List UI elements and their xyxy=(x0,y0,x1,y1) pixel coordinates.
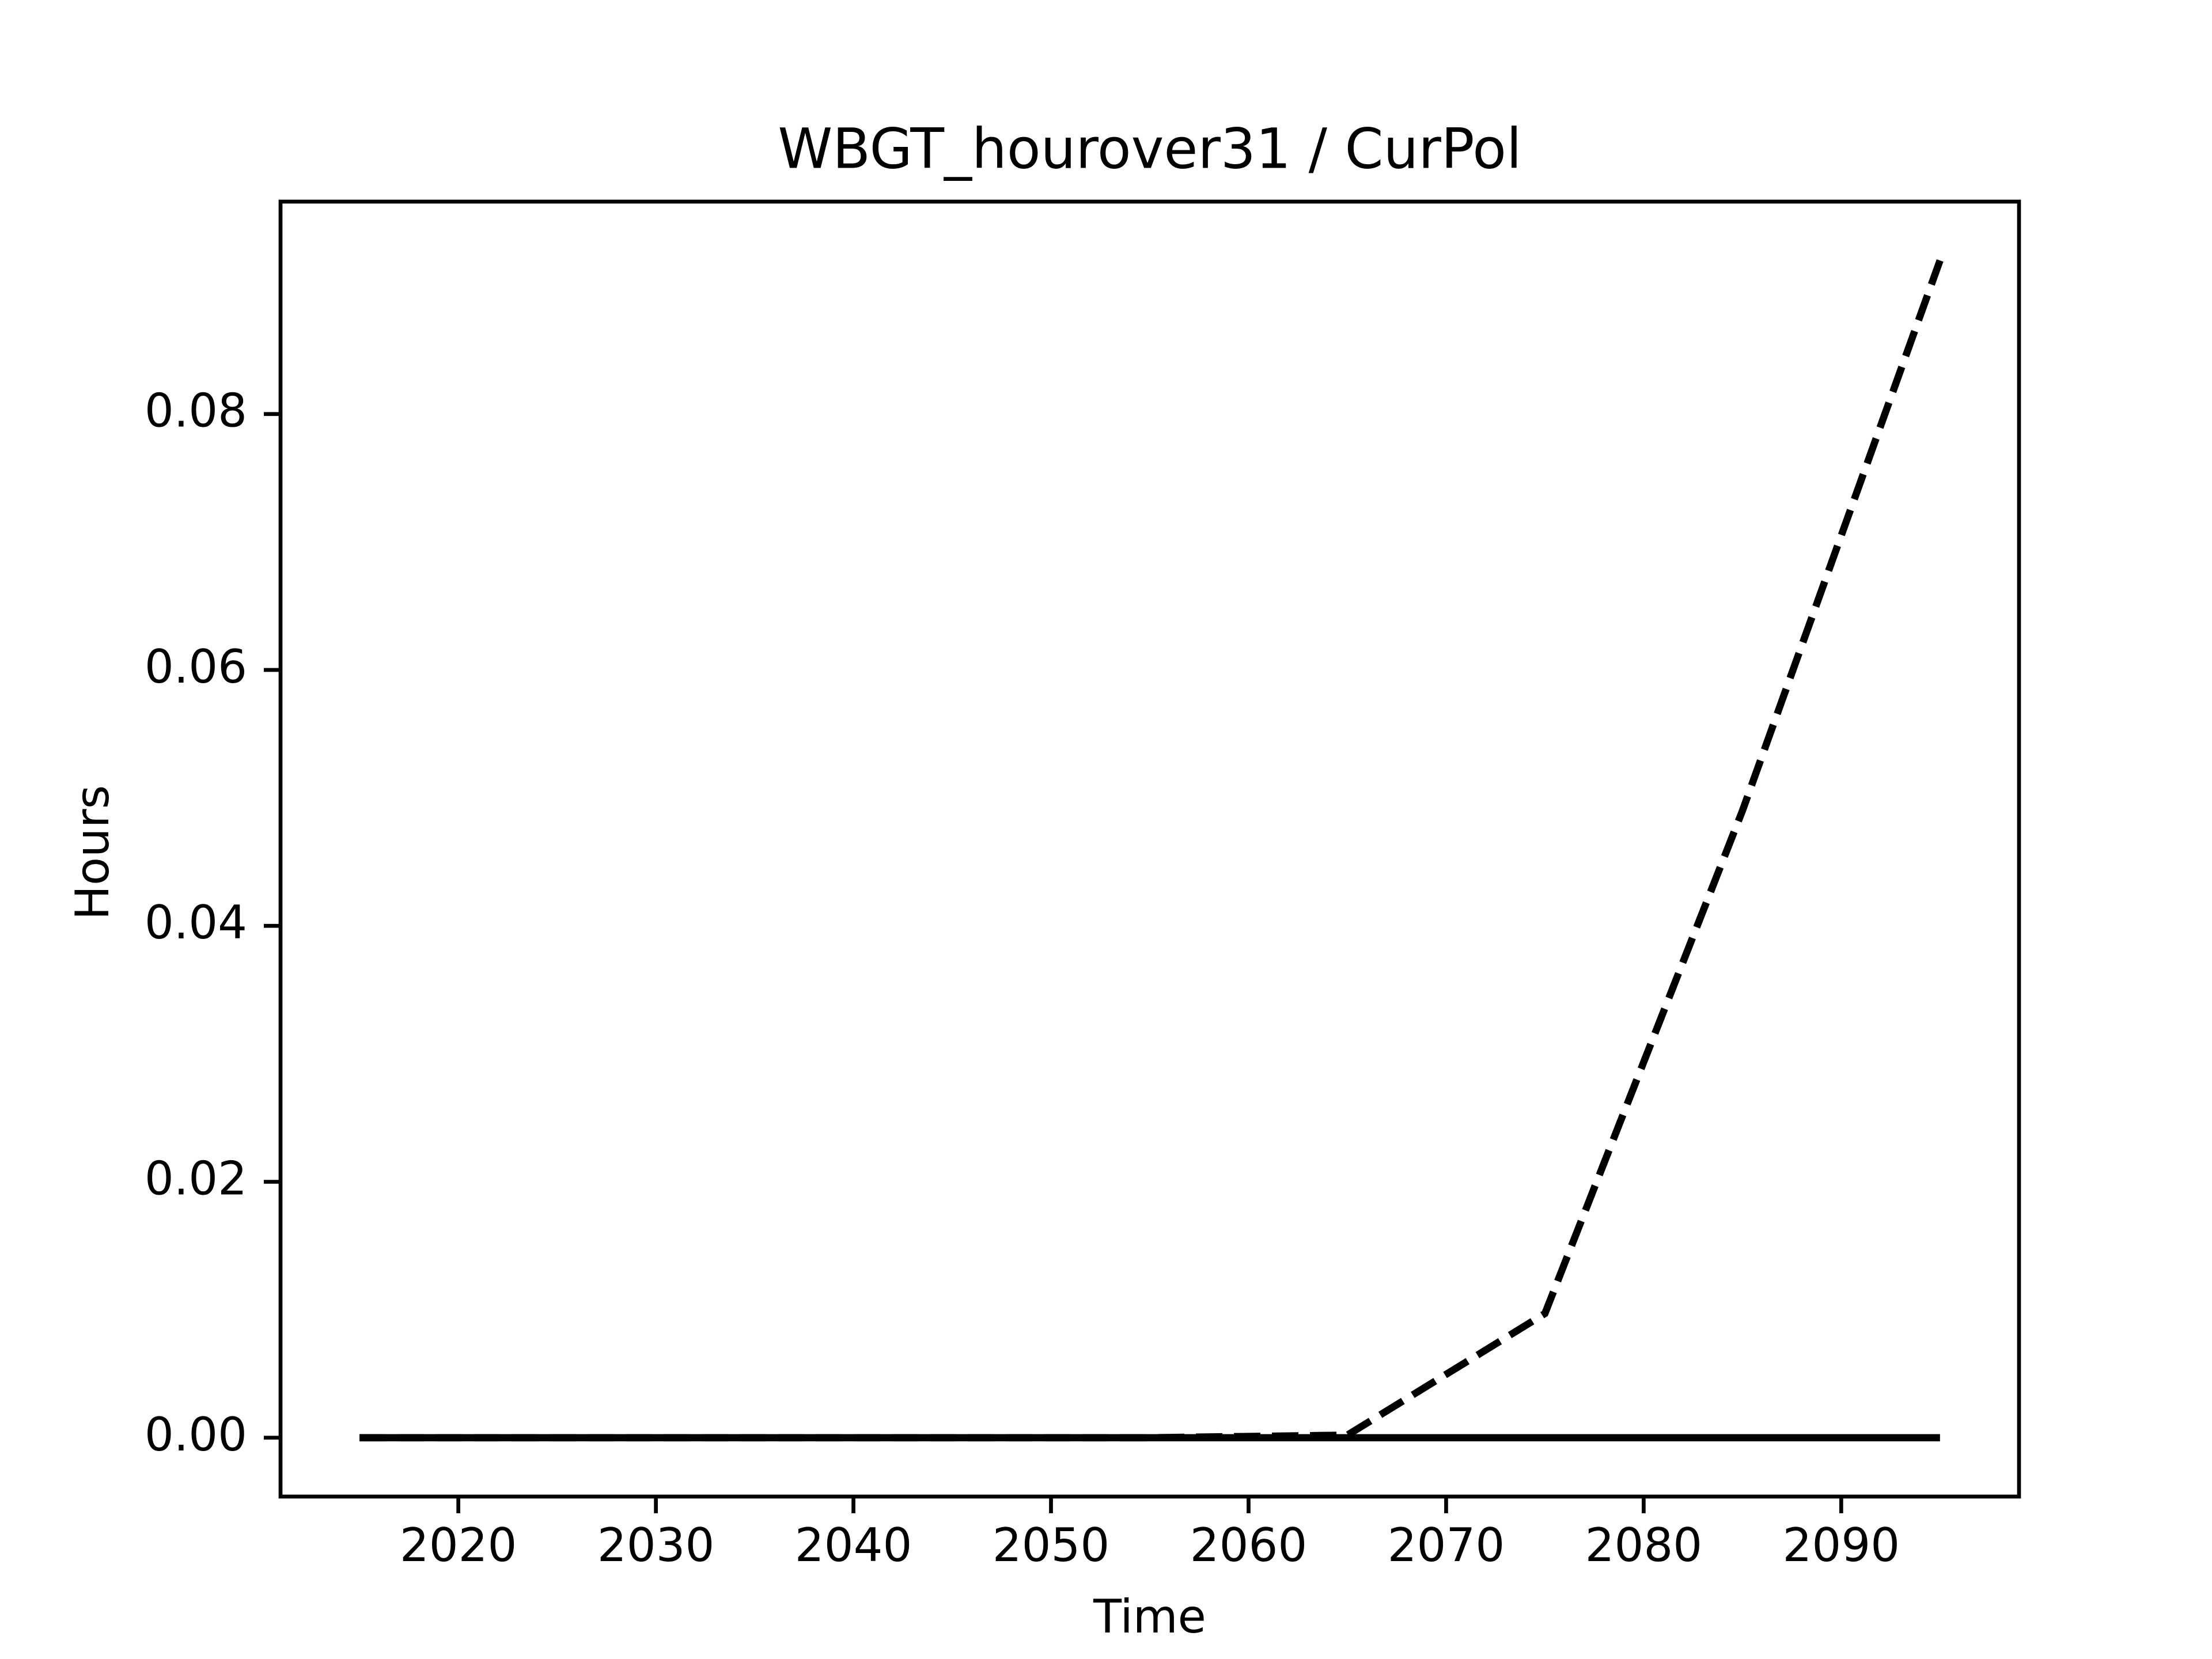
line-series xyxy=(359,259,1944,1442)
plot-frame xyxy=(278,199,2021,1499)
x-tick-label: 2070 xyxy=(1388,1518,1505,1572)
y-tick-label: 0.06 xyxy=(145,640,247,694)
x-tick-label: 2050 xyxy=(993,1518,1110,1572)
x-tick-label: 2020 xyxy=(400,1518,517,1572)
x-tick-label: 2080 xyxy=(1585,1518,1703,1572)
chart-title: WBGT_hourover31 / CurPol xyxy=(778,116,1521,181)
x-tick-label: 2060 xyxy=(1190,1518,1308,1572)
y-axis-label: Hours xyxy=(66,785,119,920)
y-tick-label: 0.04 xyxy=(145,896,247,949)
x-tick-label: 2040 xyxy=(795,1518,912,1572)
y-tick-label: 0.02 xyxy=(145,1152,247,1206)
y-tick-label: 0.00 xyxy=(145,1408,247,1461)
y-tick-label: 0.08 xyxy=(145,384,247,438)
x-tick-label: 2090 xyxy=(1783,1518,1900,1572)
x-tick-label: 2030 xyxy=(597,1518,715,1572)
x-axis-label: Time xyxy=(1093,1590,1206,1643)
